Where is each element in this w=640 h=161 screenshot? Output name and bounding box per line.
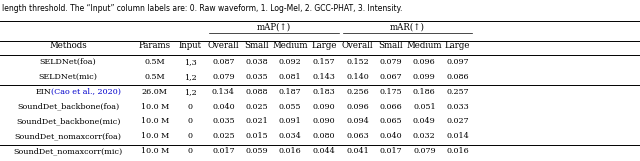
Text: 0.081: 0.081: [278, 73, 301, 81]
Text: 0.256: 0.256: [346, 88, 369, 96]
Text: length threshold. The “Input” column labels are: 0. Raw waveform, 1. Log-Mel, 2.: length threshold. The “Input” column lab…: [2, 4, 403, 13]
Text: Medium: Medium: [272, 41, 308, 50]
Text: 0.097: 0.097: [446, 58, 469, 66]
Text: 0.140: 0.140: [346, 73, 369, 81]
Text: SoundDet_backbone(foa): SoundDet_backbone(foa): [17, 103, 119, 111]
Text: 0.087: 0.087: [212, 58, 235, 66]
Text: 0.059: 0.059: [245, 147, 268, 155]
Text: 0.079: 0.079: [413, 147, 436, 155]
Text: 0.092: 0.092: [278, 58, 301, 66]
Text: Params: Params: [139, 41, 171, 50]
Text: 0.079: 0.079: [212, 73, 235, 81]
Text: 0: 0: [188, 103, 193, 111]
Text: 10.0 M: 10.0 M: [141, 103, 169, 111]
Text: 0.066: 0.066: [380, 103, 403, 111]
Text: 0.067: 0.067: [380, 73, 403, 81]
Text: 0.094: 0.094: [346, 118, 369, 125]
Text: 0.014: 0.014: [446, 132, 469, 140]
Text: 0.049: 0.049: [413, 118, 436, 125]
Text: EIN: EIN: [36, 88, 52, 96]
Text: 0.034: 0.034: [278, 132, 301, 140]
Text: 0.157: 0.157: [312, 58, 335, 66]
Text: 0.035: 0.035: [245, 73, 268, 81]
Text: mAR(↑): mAR(↑): [390, 22, 425, 31]
Text: 0.027: 0.027: [446, 118, 469, 125]
Text: 0.063: 0.063: [346, 132, 369, 140]
Text: 1,2: 1,2: [184, 88, 196, 96]
Text: 0.152: 0.152: [346, 58, 369, 66]
Text: 1,3: 1,3: [184, 58, 196, 66]
Text: 0.096: 0.096: [413, 58, 436, 66]
Text: 0.134: 0.134: [212, 88, 235, 96]
Text: 1,2: 1,2: [184, 73, 196, 81]
Text: 0.091: 0.091: [278, 118, 301, 125]
Text: 0.096: 0.096: [346, 103, 369, 111]
Text: 10.0 M: 10.0 M: [141, 132, 169, 140]
Text: 0.016: 0.016: [446, 147, 469, 155]
Text: 0.090: 0.090: [312, 118, 335, 125]
Text: SoundDet_nomaxcorr(foa): SoundDet_nomaxcorr(foa): [15, 132, 122, 140]
Text: 0.032: 0.032: [413, 132, 436, 140]
Text: 0.183: 0.183: [312, 88, 335, 96]
Text: 0.099: 0.099: [413, 73, 436, 81]
Text: SELDNet(foa): SELDNet(foa): [40, 58, 97, 66]
Text: 0.025: 0.025: [245, 103, 268, 111]
Text: 0.080: 0.080: [312, 132, 335, 140]
Text: 10.0 M: 10.0 M: [141, 118, 169, 125]
Text: 0.5M: 0.5M: [145, 73, 165, 81]
Text: 0.016: 0.016: [278, 147, 301, 155]
Text: 0.079: 0.079: [380, 58, 403, 66]
Text: 0.175: 0.175: [380, 88, 403, 96]
Text: 0.5M: 0.5M: [145, 58, 165, 66]
Text: (Cao et al., 2020): (Cao et al., 2020): [51, 88, 121, 96]
Text: Input: Input: [179, 41, 202, 50]
Text: Large: Large: [311, 41, 337, 50]
Text: Large: Large: [445, 41, 470, 50]
Text: Methods: Methods: [49, 41, 87, 50]
Text: Overall: Overall: [342, 41, 374, 50]
Text: Medium: Medium: [406, 41, 442, 50]
Text: 0: 0: [188, 147, 193, 155]
Text: 0.257: 0.257: [446, 88, 469, 96]
Text: 0.040: 0.040: [380, 132, 403, 140]
Text: 0.038: 0.038: [245, 58, 268, 66]
Text: 0.055: 0.055: [278, 103, 301, 111]
Text: 0.090: 0.090: [312, 103, 335, 111]
Text: 0.041: 0.041: [346, 147, 369, 155]
Text: Small: Small: [244, 41, 269, 50]
Text: 0: 0: [188, 118, 193, 125]
Text: SELDNet(mic): SELDNet(mic): [38, 73, 98, 81]
Text: 0: 0: [188, 132, 193, 140]
Text: 0.186: 0.186: [413, 88, 436, 96]
Text: 0.088: 0.088: [245, 88, 268, 96]
Text: Small: Small: [379, 41, 403, 50]
Text: 0.021: 0.021: [245, 118, 268, 125]
Text: 0.025: 0.025: [212, 132, 235, 140]
Text: 26.0M: 26.0M: [142, 88, 168, 96]
Text: 0.033: 0.033: [446, 103, 469, 111]
Text: 0.035: 0.035: [212, 118, 235, 125]
Text: 0.017: 0.017: [380, 147, 403, 155]
Text: 0.187: 0.187: [278, 88, 301, 96]
Text: 0.015: 0.015: [245, 132, 268, 140]
Text: Overall: Overall: [207, 41, 239, 50]
Text: 0.086: 0.086: [446, 73, 469, 81]
Text: 0.051: 0.051: [413, 103, 436, 111]
Text: 0.040: 0.040: [212, 103, 235, 111]
Text: SoundDet_nomaxcorr(mic): SoundDet_nomaxcorr(mic): [13, 147, 123, 155]
Text: 10.0 M: 10.0 M: [141, 147, 169, 155]
Text: 0.065: 0.065: [380, 118, 403, 125]
Text: 0.017: 0.017: [212, 147, 235, 155]
Text: mAP(↑): mAP(↑): [257, 22, 291, 31]
Text: 0.143: 0.143: [312, 73, 335, 81]
Text: 0.044: 0.044: [312, 147, 335, 155]
Text: SoundDet_backbone(mic): SoundDet_backbone(mic): [16, 118, 120, 125]
